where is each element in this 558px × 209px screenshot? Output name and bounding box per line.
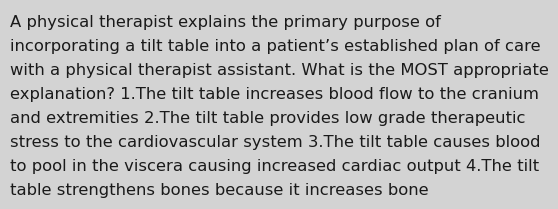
- Text: and extremities 2.The tilt table provides low grade therapeutic: and extremities 2.The tilt table provide…: [10, 111, 526, 126]
- Text: to pool in the viscera causing increased cardiac output 4.The tilt: to pool in the viscera causing increased…: [10, 159, 539, 174]
- Text: incorporating a tilt table into a patient’s established plan of care: incorporating a tilt table into a patien…: [10, 39, 541, 54]
- Text: table strengthens bones because it increases bone: table strengthens bones because it incre…: [10, 183, 429, 198]
- Text: stress to the cardiovascular system 3.The tilt table causes blood: stress to the cardiovascular system 3.Th…: [10, 135, 541, 150]
- Text: A physical therapist explains the primary purpose of: A physical therapist explains the primar…: [10, 15, 441, 30]
- Text: explanation? 1.The tilt table increases blood flow to the cranium: explanation? 1.The tilt table increases …: [10, 87, 539, 102]
- Text: with a physical therapist assistant. What is the MOST appropriate: with a physical therapist assistant. Wha…: [10, 63, 549, 78]
